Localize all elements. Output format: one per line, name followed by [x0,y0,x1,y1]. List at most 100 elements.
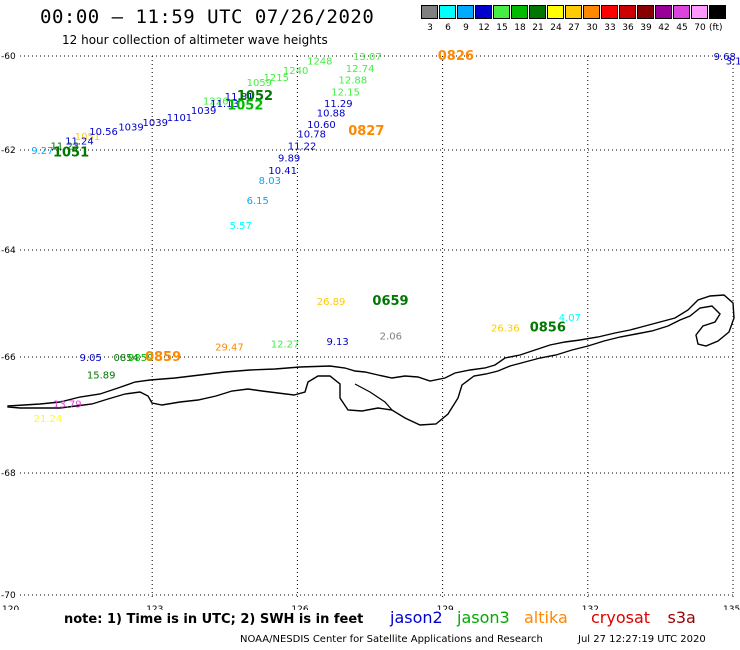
overlap-label: 1039 [118,123,143,134]
pass-time-label: 0856 [530,321,566,336]
overlap-label: 1039 [191,106,216,117]
colorbar-swatch [457,5,474,19]
wave-height-label: 9.27 [31,146,53,157]
satellite-legend-jason2: jason2 [390,608,443,627]
colorbar-swatch [475,5,492,19]
wave-height-label: 13.07 [353,52,382,63]
colorbar-swatch [439,5,456,19]
colorbar-swatch [547,5,564,19]
colorbar-label: 42 [658,23,670,33]
colorbar-label: 15 [496,23,508,33]
colorbar-swatch [529,5,546,19]
colorbar-swatch [583,5,600,19]
wave-height-label: 10.41 [268,166,297,177]
lon-tick-label: 132 [582,605,599,610]
colorbar-label: 9 [463,23,469,33]
pass-time-label: 0826 [438,49,474,64]
wave-height-label: 9.13 [326,337,348,348]
wave-height-label: 10.56 [89,127,118,138]
wave-height-label: 13.79 [53,399,82,410]
lon-tick-label: 123 [146,605,163,610]
wave-height-label: 9.05 [80,353,102,364]
wave-height-label: 12.27 [271,340,300,351]
overlapping-labels: 1039110110391039105110591215124012481226… [75,57,740,364]
lat-tick-label: -68 [1,469,16,479]
wave-height-label: 9.89 [278,154,300,165]
colorbar-label: 18 [514,23,526,33]
wave-height-label: 4.07 [559,313,581,324]
colorbar-label: 33 [604,23,616,33]
colorbar-label: 24 [550,23,562,33]
overlap-label: 1039 [143,118,168,129]
overlap-label: 1051 [75,132,100,143]
colorbar-swatch [493,5,510,19]
credit-line: NOAA/NESDIS Center for Satellite Applica… [240,634,543,645]
colorbar-swatch [601,5,618,19]
colorbar-swatch [619,5,636,19]
colorbar-label: 3 [427,23,433,33]
colorbar-label: 30 [586,23,598,33]
colorbar-label: 36 [622,23,634,33]
wave-height-label: 12.74 [346,64,375,75]
satellite-legend-s3a: s3a [667,608,696,627]
wave-height-label: 5.57 [230,221,252,232]
colorbar-label: 45 [676,23,688,33]
wave-height-label: 21.24 [34,414,63,425]
pass-time-label: 0659 [372,294,408,309]
lon-tick-label: 135 [723,605,740,610]
wave-height-label: 11.24 [65,137,94,148]
colorbar-swatch [511,5,528,19]
colorbar-label: 70 [694,23,706,33]
lat-tick-label: -60 [1,52,16,62]
wave-height-label: 6.15 [247,196,269,207]
overlap-label: 1215 [264,73,289,84]
overlap-label: 1248 [307,57,332,68]
wave-height-label: 11.22 [288,141,317,152]
satellite-legend-altika: altika [524,608,568,627]
lon-tick-label: 126 [291,605,308,610]
map-title: 00:00 – 11:59 UTC 07/26/2020 [40,6,375,28]
pass-time-label: 1052 [227,98,263,113]
wave-height-label: 11.23 [51,141,80,152]
antarctic-coastline [7,294,735,426]
colorbar-unit: (ft) [709,23,723,33]
wave-height-label: 29.47 [215,342,244,353]
wave-height-label: 2.06 [380,332,402,343]
wave-height-label: 15.89 [87,370,116,381]
colorbar-swatch [565,5,582,19]
overlap-label: 1059 [247,78,272,89]
wave-height-label: 8.03 [259,176,281,187]
overlap-label: 1101 [167,113,192,124]
pass-time-label: 0859 [145,350,181,365]
satellite-legend-jason3: jason3 [457,608,510,627]
colorbar-label: 6 [445,23,451,33]
overlap-label: 1226 [203,97,228,108]
coastline-path [7,294,735,426]
pass-time-label: 0827 [348,124,384,139]
coastline-inner-bay [354,383,393,411]
wave-height-label: 11.81 [225,92,254,103]
overlap-label: 1240 [283,66,308,77]
pass-time-label: 1051 [53,146,89,161]
wave-height-label: 26.89 [317,297,346,308]
lon-tick-label: 129 [437,605,454,610]
colorbar-swatch [637,5,654,19]
wave-height-label: 12.88 [339,76,368,87]
map-subtitle: 12 hour collection of altimeter wave hei… [62,33,328,47]
pass-time-label: 1052 [237,89,273,104]
lat-tick-label: -64 [1,246,16,256]
colorbar-label: 21 [532,23,544,33]
lat-tick-label: -66 [1,353,16,363]
colorbar-swatch [421,5,438,19]
overlap-label: 3.1 [726,57,740,68]
altimeter-map: 120 123 126 129 132 135 -60 -62 -64 -66 -68 -70 103… [1,49,740,610]
wave-height-label: 9.68 [714,52,736,63]
lat-tick-label: -62 [1,146,16,156]
colorbar-label: 39 [640,23,652,33]
wave-height-label: 12.15 [331,87,360,98]
generated-timestamp: Jul 27 12:27:19 UTC 2020 [578,634,706,645]
footnote: note: 1) Time is in UTC; 2) SWH is in fe… [64,612,364,627]
overlap-label: 0854 [113,353,138,364]
colorbar-swatch [655,5,672,19]
colorbar-swatch [673,5,690,19]
